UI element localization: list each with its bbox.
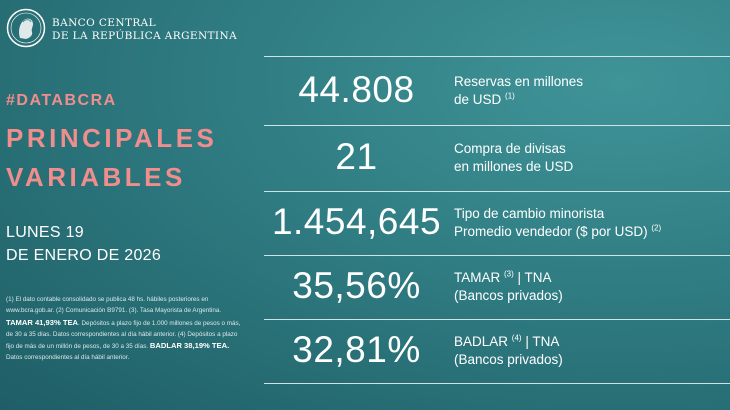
title-line1: PRINCIPALES bbox=[6, 123, 218, 153]
desc-line1: TAMAR bbox=[454, 270, 501, 285]
divider bbox=[264, 191, 730, 192]
desc-line1: Tipo de cambio minorista bbox=[454, 206, 605, 221]
date-line2: DE ENERO DE 2026 bbox=[6, 247, 162, 264]
bcra-seal-icon bbox=[6, 8, 46, 48]
variable-value: 21 bbox=[335, 136, 378, 177]
divider bbox=[264, 255, 730, 256]
bank-name-line2: DE LA REPÚBLICA ARGENTINA bbox=[52, 30, 238, 42]
footnote-badlar: BADLAR 38,19% TEA. bbox=[149, 341, 230, 351]
hashtag: #DATABCRA bbox=[6, 92, 117, 109]
footnote: (1) El dato contable consolidado se publ… bbox=[6, 294, 246, 364]
variable-value: 32,81% bbox=[292, 329, 421, 370]
report-date: LUNES 19 DE ENERO DE 2026 bbox=[6, 221, 161, 267]
variable-row-badlar: 32,81% BADLAR (4) | TNA (Bancos privados… bbox=[264, 321, 730, 383]
variable-row-tipo-cambio: 1.454,645 Tipo de cambio minorista Prome… bbox=[264, 193, 730, 255]
desc-line1-suffix: | TNA bbox=[513, 270, 552, 285]
divider bbox=[264, 383, 730, 384]
variable-row-reservas: 44.808 Reservas en millones de USD (1) bbox=[264, 61, 730, 123]
desc-line2: Promedio vendedor ($ por USD) bbox=[454, 224, 648, 239]
bank-name: BANCO CENTRAL DE LA REPÚBLICA ARGENTINA bbox=[52, 17, 237, 43]
footnote-part2: . Depósitos a plazo fijo de 1.000 millon… bbox=[6, 319, 241, 351]
bank-name-line1: BANCO CENTRAL bbox=[52, 17, 157, 29]
desc-line1: Compra de divisas bbox=[454, 141, 566, 156]
footnote-ref: (2) bbox=[651, 223, 662, 233]
page-title: PRINCIPALES VARIABLES bbox=[6, 119, 217, 197]
desc-line1: BADLAR bbox=[454, 334, 509, 349]
desc-line2: (Bancos privados) bbox=[454, 288, 563, 303]
desc-line2: en millones de USD bbox=[454, 159, 574, 174]
footnote-part3: Datos correspondientes al día hábil ante… bbox=[6, 354, 130, 362]
divider bbox=[264, 125, 730, 126]
desc-line1-suffix: | TNA bbox=[521, 334, 560, 349]
variable-description: TAMAR (3) | TNA (Bancos privados) bbox=[454, 269, 563, 305]
desc-line2: (Bancos privados) bbox=[454, 352, 563, 367]
date-line1: LUNES 19 bbox=[6, 224, 84, 241]
footnote-part1: (1) El dato contable consolidado se publ… bbox=[6, 296, 222, 315]
footnote-tamar: TAMAR 41,93% TEA bbox=[6, 317, 79, 327]
variable-description: Compra de divisas en millones de USD bbox=[454, 140, 573, 176]
divider bbox=[264, 319, 730, 320]
variable-value: 44.808 bbox=[298, 69, 415, 110]
variable-value: 1.454,645 bbox=[271, 201, 442, 242]
variable-description: BADLAR (4) | TNA (Bancos privados) bbox=[454, 333, 563, 369]
footnote-ref: (4) bbox=[511, 333, 522, 343]
desc-line1: Reservas en millones bbox=[454, 74, 584, 89]
variable-description: Reservas en millones de USD (1) bbox=[454, 73, 583, 109]
variable-value: 35,56% bbox=[292, 265, 421, 306]
variable-row-compra-divisas: 21 Compra de divisas en millones de USD bbox=[264, 128, 730, 190]
footnote-ref: (1) bbox=[505, 91, 515, 101]
variable-row-tamar: 35,56% TAMAR (3) | TNA (Bancos privados) bbox=[264, 257, 730, 319]
divider bbox=[264, 56, 730, 57]
variable-description: Tipo de cambio minorista Promedio vended… bbox=[454, 205, 661, 241]
desc-line2: de USD bbox=[454, 92, 502, 107]
title-line2: VARIABLES bbox=[6, 162, 186, 192]
footnote-ref: (3) bbox=[504, 269, 514, 279]
